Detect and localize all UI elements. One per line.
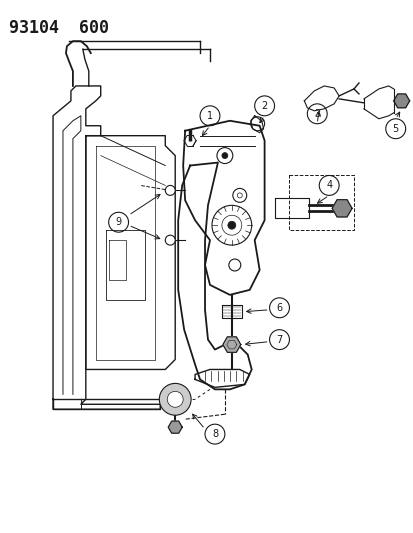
Polygon shape xyxy=(393,94,408,108)
Text: 8: 8 xyxy=(211,429,218,439)
Polygon shape xyxy=(168,421,182,433)
Polygon shape xyxy=(222,337,240,352)
Text: 6: 6 xyxy=(276,303,282,313)
Text: 4: 4 xyxy=(325,181,332,190)
Text: 1: 1 xyxy=(206,111,213,121)
Text: 5: 5 xyxy=(392,124,398,134)
Text: 93104  600: 93104 600 xyxy=(9,19,109,37)
Text: 2: 2 xyxy=(261,101,267,111)
Polygon shape xyxy=(331,200,351,217)
Circle shape xyxy=(159,383,191,415)
Circle shape xyxy=(227,221,235,229)
Circle shape xyxy=(165,235,175,245)
Circle shape xyxy=(221,152,227,158)
Circle shape xyxy=(165,185,175,196)
Text: 9: 9 xyxy=(115,217,121,227)
Text: 3: 3 xyxy=(313,109,320,119)
Text: 7: 7 xyxy=(276,335,282,345)
Circle shape xyxy=(167,391,183,407)
